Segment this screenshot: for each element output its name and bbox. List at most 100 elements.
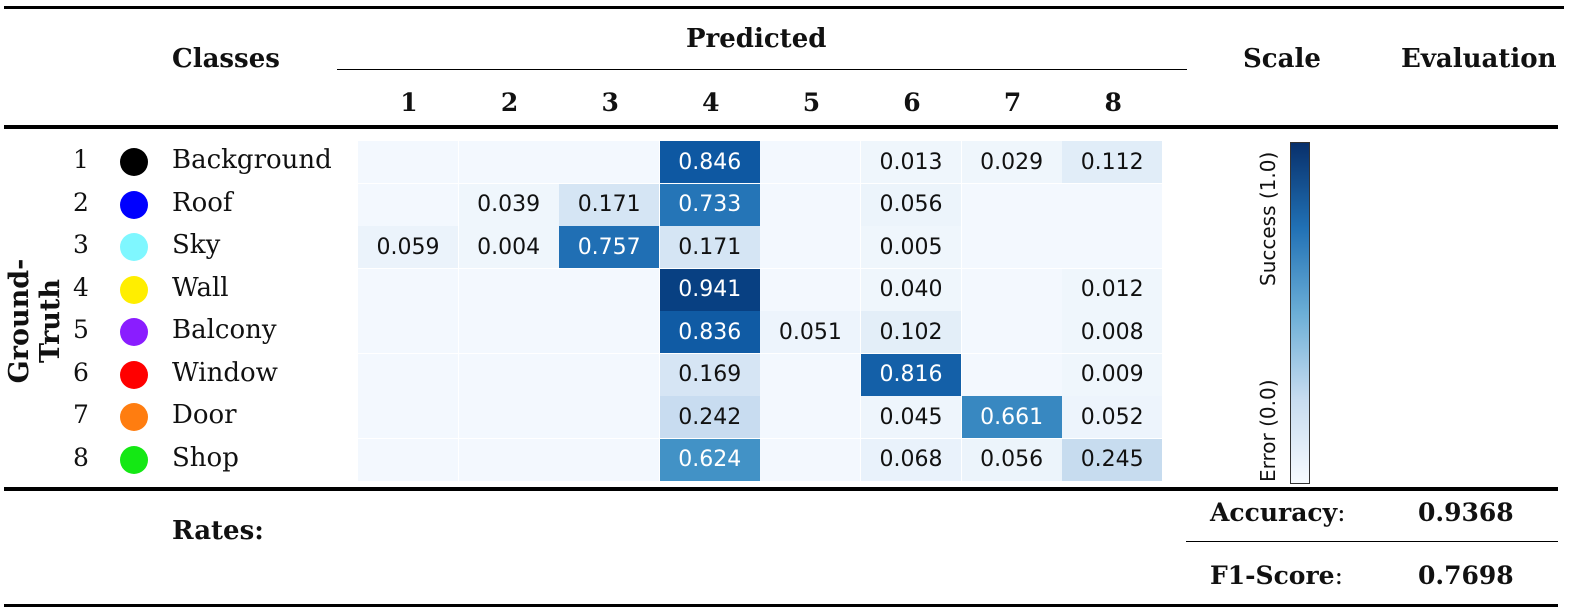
matrix-cell (458, 353, 559, 396)
predicted-column-label: 8 (1104, 88, 1122, 117)
matrix-cell: 0.056 (861, 183, 961, 226)
class-color-dot (120, 445, 148, 474)
class-color-dot (120, 148, 148, 176)
body-bottom-rule (4, 487, 1558, 491)
predicted-column-label: 3 (601, 88, 619, 117)
matrix-cell: 0.624 (659, 438, 760, 481)
matrix-cell: 0.029 (961, 141, 1062, 183)
f1-label: F1-Score: (1210, 561, 1343, 590)
matrix-cell: 0.941 (659, 268, 760, 311)
predicted-column-label: 7 (1003, 88, 1022, 117)
matrix-cell: 0.005 (861, 226, 961, 268)
f1-value: 0.7698 (1418, 561, 1514, 590)
matrix-cell (760, 141, 861, 183)
matrix-cell: 0.661 (961, 396, 1062, 438)
eval-divider-rule (1186, 541, 1558, 542)
scale-header: Scale (1243, 44, 1321, 74)
matrix-cell: 0.009 (1062, 353, 1163, 396)
matrix-cell (760, 268, 861, 311)
matrix-cell (559, 268, 660, 311)
matrix-cell (1062, 183, 1163, 226)
predicted-column-label: 5 (802, 88, 821, 117)
matrix-cell: 0.816 (861, 353, 961, 396)
matrix-cell: 0.056 (961, 438, 1062, 481)
accuracy-value: 0.9368 (1418, 498, 1514, 527)
scale-top-label: Success (1.0) (1256, 151, 1280, 286)
matrix-cell (559, 311, 660, 353)
class-name: Door (172, 400, 237, 430)
matrix-cell (358, 353, 458, 396)
matrix-cell (458, 268, 559, 311)
matrix-cell: 0.045 (861, 396, 961, 438)
matrix-cell: 0.169 (659, 353, 760, 396)
matrix-cell (961, 226, 1062, 268)
matrix-cell: 0.039 (458, 183, 559, 226)
header-bottom-rule (4, 125, 1558, 129)
matrix-cell: 0.171 (659, 226, 760, 268)
matrix-cell: 0.004 (458, 226, 559, 268)
matrix-cell: 0.245 (1062, 438, 1163, 481)
row-number: 7 (73, 400, 89, 429)
row-number: 3 (73, 230, 89, 259)
class-name: Roof (172, 187, 233, 218)
matrix-cell (961, 183, 1062, 226)
matrix-cell (458, 438, 559, 481)
matrix-cell: 0.040 (861, 268, 961, 311)
matrix-cell: 0.242 (659, 396, 760, 438)
matrix-cell: 0.112 (1062, 141, 1163, 183)
matrix-cell (458, 396, 559, 438)
row-number: 1 (73, 145, 89, 174)
matrix-cell (559, 438, 660, 481)
class-color-dot (120, 360, 148, 389)
matrix-cell (358, 183, 458, 226)
matrix-cell (358, 141, 458, 183)
matrix-cell (358, 438, 458, 481)
matrix-cell (760, 226, 861, 268)
matrix-cell (458, 311, 559, 353)
matrix-cell (358, 396, 458, 438)
matrix-cell: 0.836 (659, 311, 760, 353)
classes-header: Classes (172, 44, 280, 74)
class-color-dot (120, 190, 148, 219)
row-number: 8 (73, 442, 89, 472)
row-number: 4 (73, 272, 89, 302)
matrix-cell: 0.012 (1062, 268, 1163, 311)
matrix-cell: 0.757 (559, 226, 660, 268)
predicted-column-label: 4 (702, 88, 720, 117)
matrix-cell (961, 311, 1062, 353)
matrix-cell (760, 438, 861, 481)
accuracy-label: Accuracy: (1210, 498, 1346, 527)
row-number: 2 (73, 187, 89, 217)
class-name: Sky (172, 230, 221, 260)
f1-label-text: F1-Score (1210, 561, 1335, 590)
colorbar (1290, 142, 1310, 484)
class-name: Shop (172, 442, 239, 473)
row-number: 6 (73, 357, 89, 387)
matrix-cell: 0.051 (760, 311, 861, 353)
matrix-cell: 0.171 (559, 183, 660, 226)
predicted-header: Predicted (686, 24, 827, 54)
class-color-dot (120, 403, 148, 431)
class-name: Background (172, 145, 332, 175)
matrix-cell (358, 311, 458, 353)
matrix-cell: 0.013 (861, 141, 961, 183)
matrix-cell: 0.068 (861, 438, 961, 481)
matrix-cell (559, 141, 660, 183)
predicted-column-label: 1 (400, 88, 418, 117)
matrix-cell: 0.052 (1062, 396, 1163, 438)
class-name: Balcony (172, 315, 277, 345)
matrix-cell (760, 396, 861, 438)
matrix-cell: 0.008 (1062, 311, 1163, 353)
matrix-cell: 0.733 (659, 183, 760, 226)
matrix-cell (458, 141, 559, 183)
class-color-dot (120, 275, 148, 304)
predicted-rule (337, 69, 1187, 70)
matrix-cell: 0.059 (358, 226, 458, 268)
matrix-cell (961, 353, 1062, 396)
accuracy-label-text: Accuracy (1210, 498, 1338, 527)
top-rule (4, 6, 1564, 9)
class-color-dot (120, 233, 148, 261)
final-rule (4, 604, 1558, 607)
class-name: Wall (172, 272, 229, 303)
predicted-column-label: 2 (500, 88, 519, 117)
